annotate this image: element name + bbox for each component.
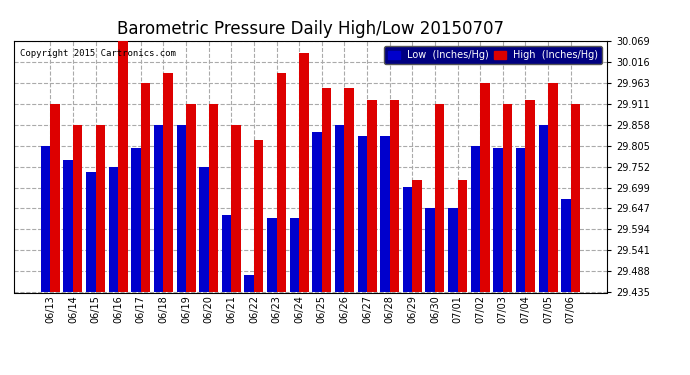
Bar xyxy=(413,180,422,292)
Bar xyxy=(186,104,195,292)
Legend: Low  (Inches/Hg), High  (Inches/Hg): Low (Inches/Hg), High (Inches/Hg) xyxy=(384,46,602,64)
Bar xyxy=(367,100,377,292)
Bar xyxy=(231,125,241,292)
Bar xyxy=(344,88,354,292)
Bar xyxy=(73,125,82,292)
Bar xyxy=(548,83,558,292)
Bar xyxy=(141,83,150,292)
Bar xyxy=(63,160,73,292)
Bar xyxy=(457,180,467,292)
Bar xyxy=(177,125,186,292)
Bar xyxy=(86,172,95,292)
Bar xyxy=(290,217,299,292)
Bar xyxy=(403,188,413,292)
Bar xyxy=(208,104,218,292)
Bar xyxy=(322,88,331,292)
Bar xyxy=(50,104,60,292)
Bar xyxy=(299,53,308,292)
Bar xyxy=(357,136,367,292)
Bar xyxy=(335,125,344,292)
Bar xyxy=(571,104,580,292)
Bar xyxy=(118,41,128,292)
Bar xyxy=(164,74,173,292)
Bar xyxy=(435,104,444,292)
Bar xyxy=(131,148,141,292)
Bar xyxy=(448,208,457,292)
Bar xyxy=(254,140,264,292)
Bar xyxy=(390,100,400,292)
Bar xyxy=(380,136,390,292)
Bar xyxy=(41,146,50,292)
Text: Copyright 2015 Cartronics.com: Copyright 2015 Cartronics.com xyxy=(20,49,176,58)
Bar xyxy=(539,125,548,292)
Bar xyxy=(516,148,526,292)
Bar xyxy=(277,74,286,292)
Bar xyxy=(221,215,231,292)
Bar xyxy=(493,148,503,292)
Bar xyxy=(426,208,435,292)
Bar xyxy=(199,167,208,292)
Bar xyxy=(267,217,277,292)
Bar xyxy=(313,132,322,292)
Bar xyxy=(95,125,105,292)
Bar xyxy=(471,146,480,292)
Bar xyxy=(561,200,571,292)
Bar xyxy=(154,125,164,292)
Bar xyxy=(108,167,118,292)
Bar xyxy=(244,274,254,292)
Title: Barometric Pressure Daily High/Low 20150707: Barometric Pressure Daily High/Low 20150… xyxy=(117,20,504,38)
Bar xyxy=(526,100,535,292)
Bar xyxy=(480,83,490,292)
Bar xyxy=(503,104,513,292)
